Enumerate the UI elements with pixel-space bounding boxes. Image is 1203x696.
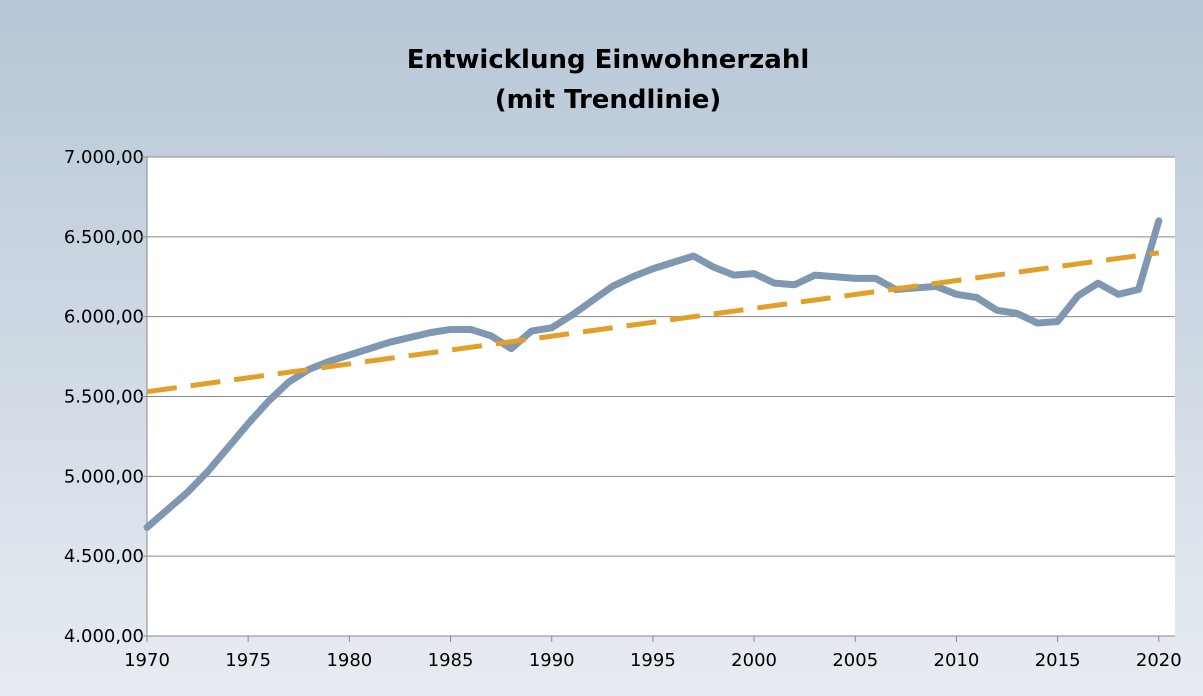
- chart-title: Entwicklung Einwohnerzahl: [407, 45, 810, 75]
- x-tick-label: 2010: [934, 650, 980, 671]
- x-tick-label: 1970: [124, 650, 170, 671]
- y-tick-label: 6.500,00: [64, 227, 144, 248]
- x-tick-label: 1995: [630, 650, 676, 671]
- x-tick-label: 2015: [1035, 650, 1081, 671]
- x-tick-label: 2005: [832, 650, 878, 671]
- x-tick-label: 1980: [326, 650, 372, 671]
- y-tick-label: 6.000,00: [64, 307, 144, 328]
- y-tick-label: 5.500,00: [64, 387, 144, 408]
- x-tick-label: 2020: [1136, 650, 1182, 671]
- x-tick-label: 2000: [731, 650, 777, 671]
- x-tick-label: 1990: [529, 650, 575, 671]
- y-tick-label: 5.000,00: [64, 466, 144, 487]
- trend-line: [146, 250, 1160, 395]
- y-tick-label: 4.000,00: [64, 626, 144, 647]
- x-tick-label: 1975: [225, 650, 271, 671]
- y-tick-label: 7.000,00: [64, 147, 144, 168]
- y-tick-label: 4.500,00: [64, 546, 144, 567]
- x-tick-label: 1985: [428, 650, 474, 671]
- data-line: [143, 217, 1163, 531]
- chart-title: (mit Trendlinie): [495, 85, 722, 115]
